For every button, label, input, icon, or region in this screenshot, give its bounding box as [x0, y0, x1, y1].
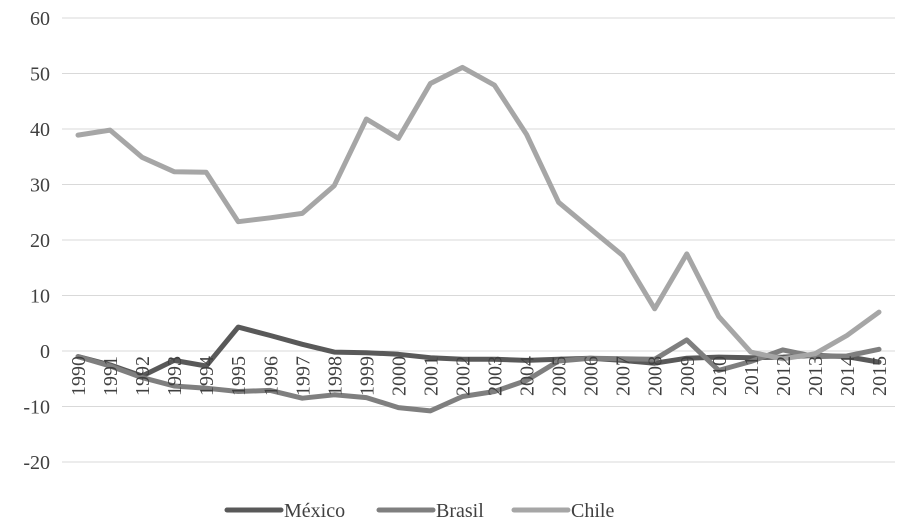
x-tick-label: 2002 [452, 356, 474, 396]
series-line-brasil [75, 337, 882, 414]
x-tick-label: 2006 [581, 356, 603, 396]
legend-label: México [284, 500, 345, 522]
y-tick-label: 30 [30, 175, 50, 197]
y-tick-label: 20 [30, 230, 50, 252]
x-tick-label: 2014 [837, 356, 859, 396]
x-tick-label: 2012 [773, 356, 795, 396]
y-tick-label: -20 [23, 452, 50, 474]
x-tick-label: 1997 [292, 356, 314, 396]
x-tick-label: 2001 [420, 356, 442, 396]
x-tick-label: 2007 [613, 356, 635, 396]
x-tick-label: 2013 [805, 356, 827, 396]
x-tick-label: 1994 [196, 356, 218, 396]
series-line-chile [75, 64, 882, 362]
x-tick-label: 1991 [100, 356, 122, 396]
y-tick-label: 40 [30, 119, 50, 141]
series-lines [75, 64, 882, 414]
x-tick-label: 2004 [517, 356, 539, 396]
y-tick-label: 50 [30, 64, 50, 86]
x-axis: 1990 1991 1992 1993 1994 1995 1996 1997 1998 1999… [68, 356, 891, 396]
legend-label: Brasil [436, 500, 484, 522]
x-tick-label: 1993 [164, 356, 186, 396]
x-tick-label: 2005 [549, 356, 571, 396]
x-tick-label: 2008 [645, 356, 667, 396]
x-tick-label: 2010 [709, 356, 731, 396]
x-tick-label: 2015 [869, 356, 891, 396]
y-tick-label: 60 [30, 8, 50, 30]
x-tick-label: 1998 [324, 356, 346, 396]
y-tick-label: -10 [23, 397, 50, 419]
x-tick-label: 2009 [677, 356, 699, 396]
legend-label: Chile [571, 500, 614, 522]
x-tick-label: 2003 [485, 356, 507, 396]
x-tick-label: 2011 [741, 356, 763, 395]
y-axis: -20 -10 0 10 20 30 40 50 60 [23, 8, 50, 474]
x-tick-label: 1990 [68, 356, 90, 396]
x-tick-label: 1996 [260, 356, 282, 396]
x-tick-label: 1999 [356, 356, 378, 396]
series-line-mxico [75, 324, 882, 379]
x-tick-label: 1992 [132, 356, 154, 396]
gridlines [62, 17, 895, 463]
y-tick-label: 10 [30, 286, 50, 308]
y-tick-label: 0 [40, 341, 50, 363]
legend: México Brasil Chile [224, 500, 614, 522]
x-tick-label: 2000 [388, 356, 410, 396]
x-tick-label: 1995 [228, 356, 250, 396]
